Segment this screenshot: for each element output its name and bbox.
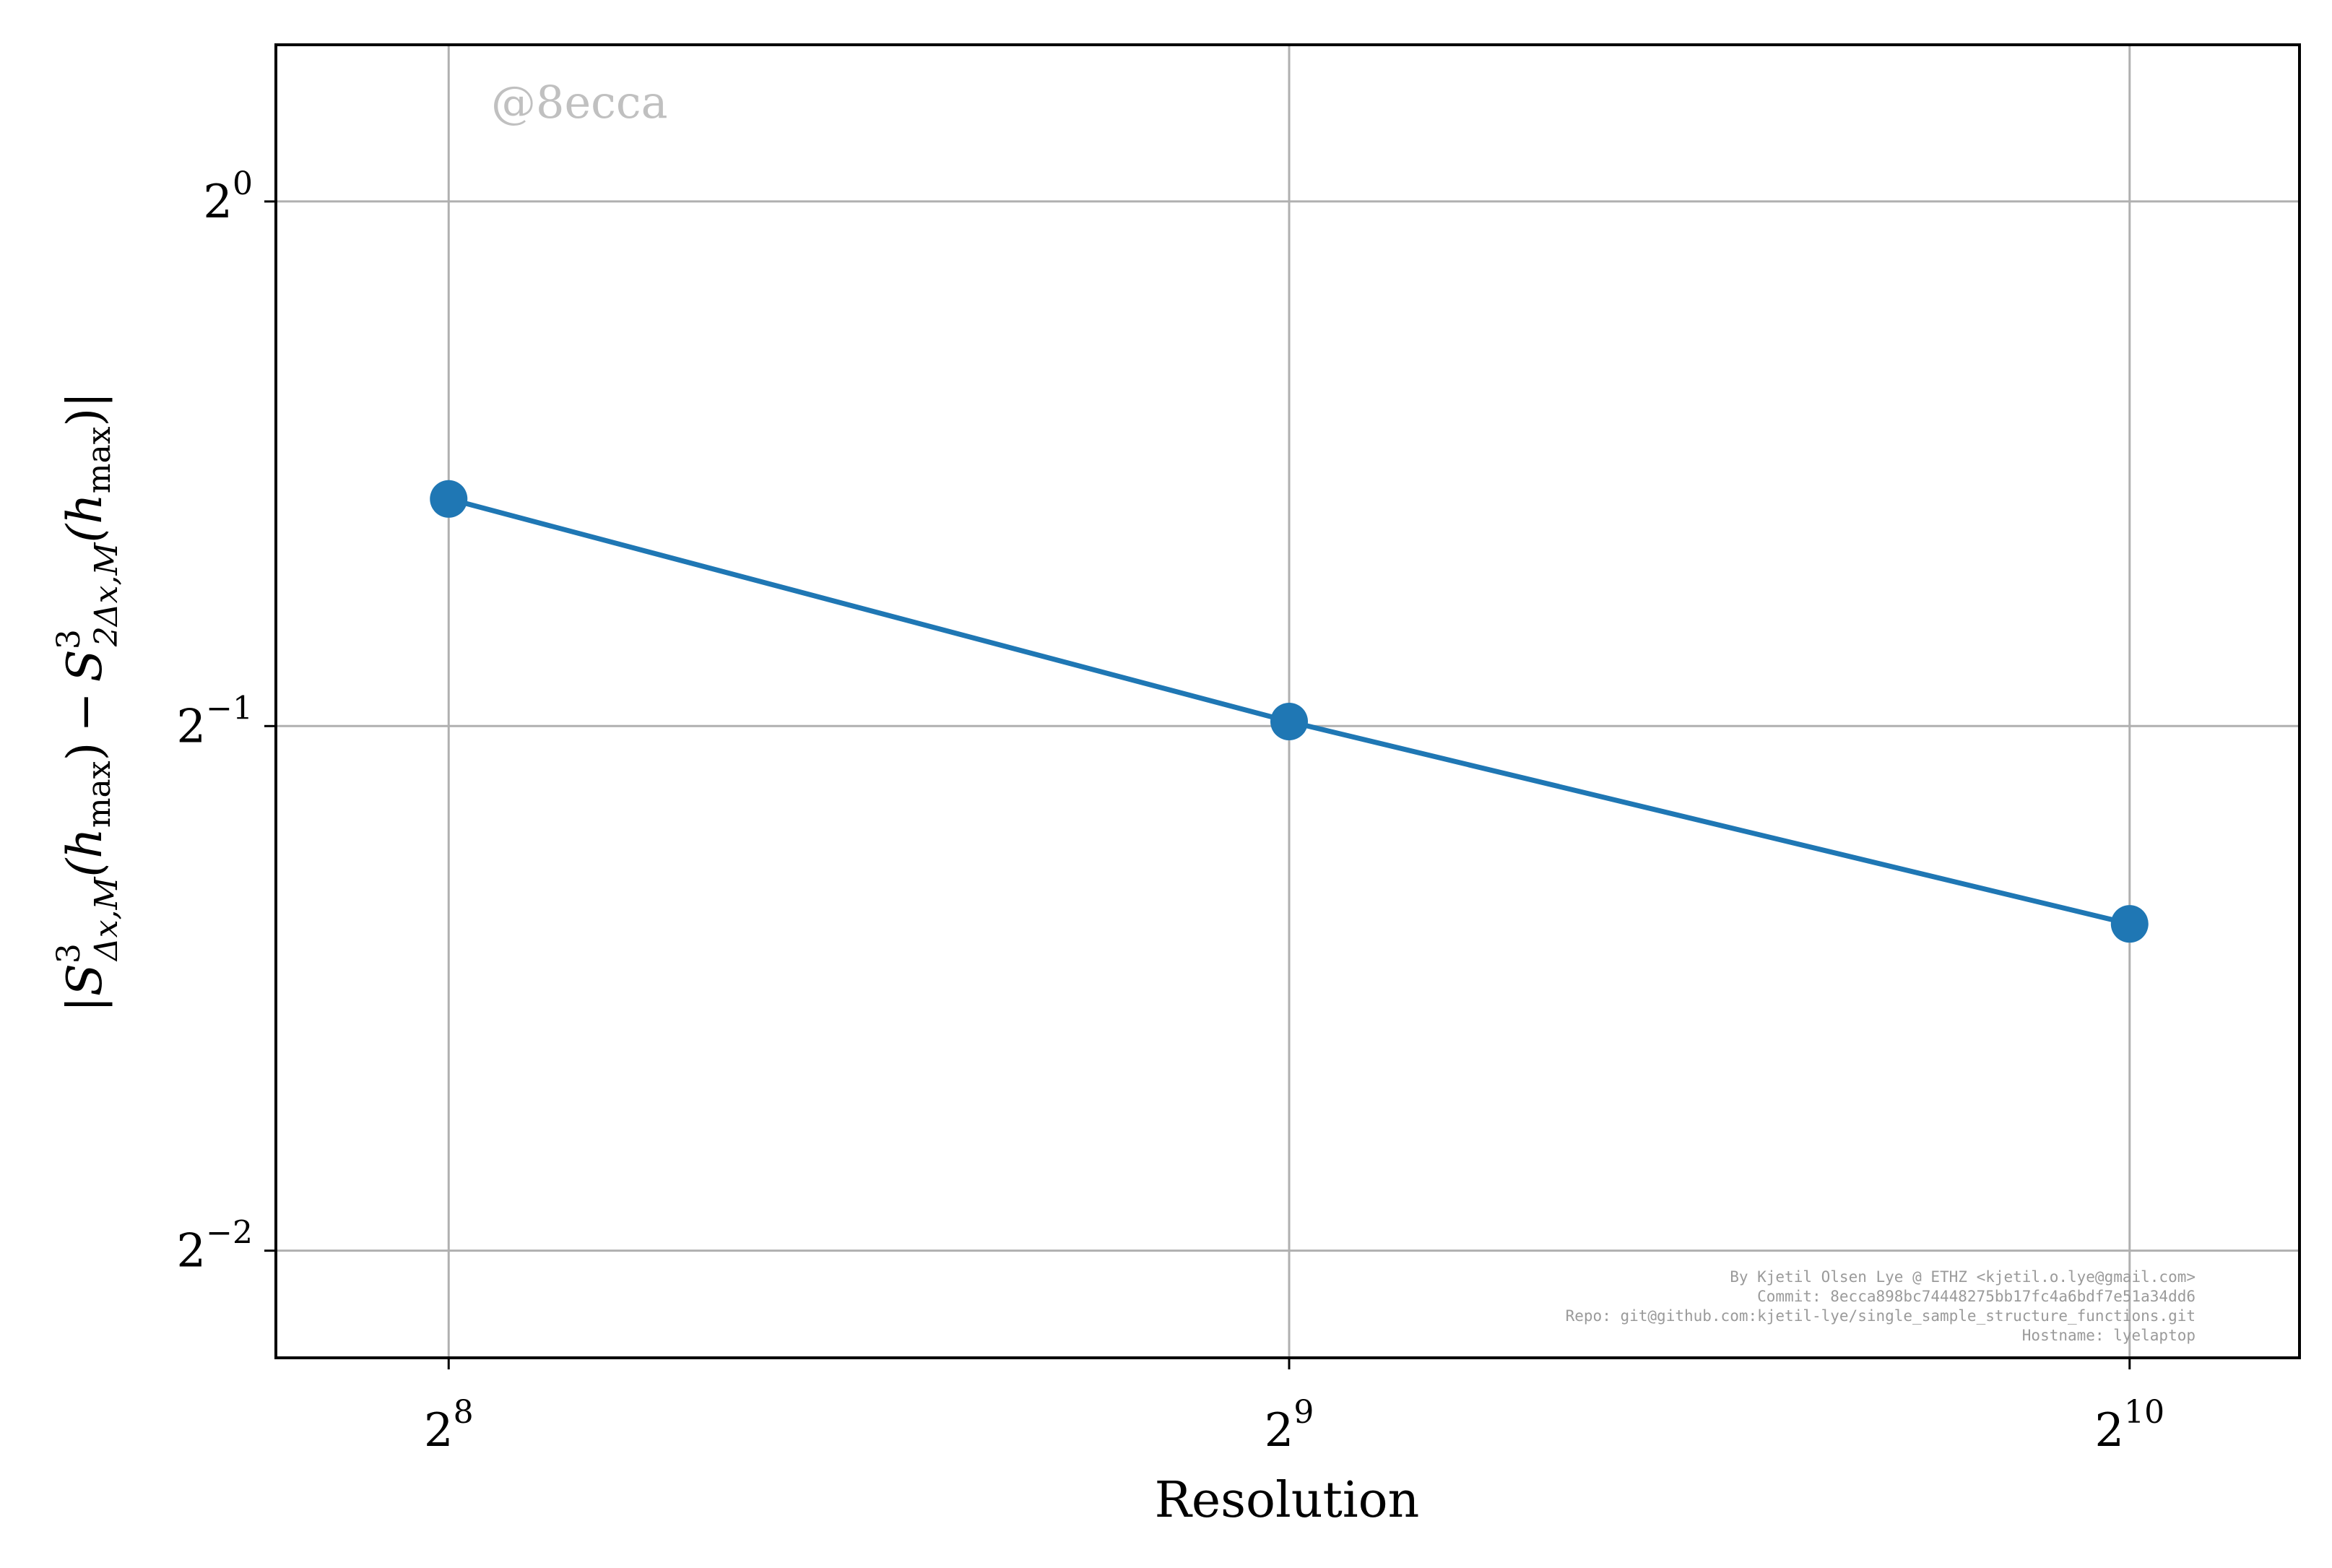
tick-labels: 28 29 210 20 2−1 2−2: [176, 165, 2164, 1457]
x-tick-label: 29: [1265, 1394, 1314, 1457]
y-axis-label: |S3Δx,M(hmax)−S32Δx,M(hmax)|: [51, 391, 125, 1012]
ylabel-paren1: (h: [57, 828, 113, 877]
ylabel-subh1: max: [81, 761, 118, 828]
ylabel-sup2: 3: [51, 629, 87, 649]
credit-line: By Kjetil Olsen Lye @ ETHZ <kjetil.o.lye…: [1730, 1268, 2196, 1286]
tick-marks: [264, 200, 2131, 1369]
ylabel-sup1: 3: [51, 943, 87, 963]
ylabel-close2: )|: [57, 391, 113, 426]
svg-text:|S3Δx,M(hmax)−S32Δx,M(hmax)|: |S3Δx,M(hmax)−S32Δx,M(hmax)|: [51, 391, 125, 1012]
data-point: [1270, 703, 1309, 741]
ylabel-s1: S: [57, 963, 113, 996]
ylabel-s2: S: [57, 649, 113, 682]
y-tick-label: 20: [203, 165, 253, 229]
ylabel-subh2: max: [81, 426, 118, 493]
data-point: [430, 480, 468, 518]
series-layer: [430, 480, 2149, 943]
credit-line: Commit: 8ecca898bc74448275bb17fc4a6bdf7e…: [1757, 1288, 2196, 1305]
data-point: [2110, 905, 2149, 943]
y-tick-label: 2−2: [176, 1215, 253, 1278]
x-tick-label: 28: [424, 1394, 474, 1457]
ylabel-paren2: (h: [57, 493, 113, 542]
x-tick-label: 210: [2094, 1394, 2164, 1457]
x-axis-label: Resolution: [1155, 1472, 1420, 1529]
ylabel-bar: |: [57, 996, 113, 1012]
ylabel-minus: −: [57, 692, 113, 732]
credit-line: Repo: git@github.com:kjetil-lye/single_s…: [1566, 1307, 2196, 1325]
credit-line: Hostname: lyelaptop: [2022, 1327, 2196, 1344]
y-tick-label: 2−1: [176, 690, 253, 753]
watermark: @8ecca: [491, 76, 668, 129]
ylabel-close1: ): [57, 742, 113, 761]
ylabel-sub1: Δx,M: [88, 877, 125, 963]
ylabel-sub2: 2Δx,M: [88, 542, 125, 648]
plot-frame: [274, 43, 2301, 1359]
credits: By Kjetil Olsen Lye @ ETHZ <kjetil.o.lye…: [1566, 1268, 2196, 1344]
